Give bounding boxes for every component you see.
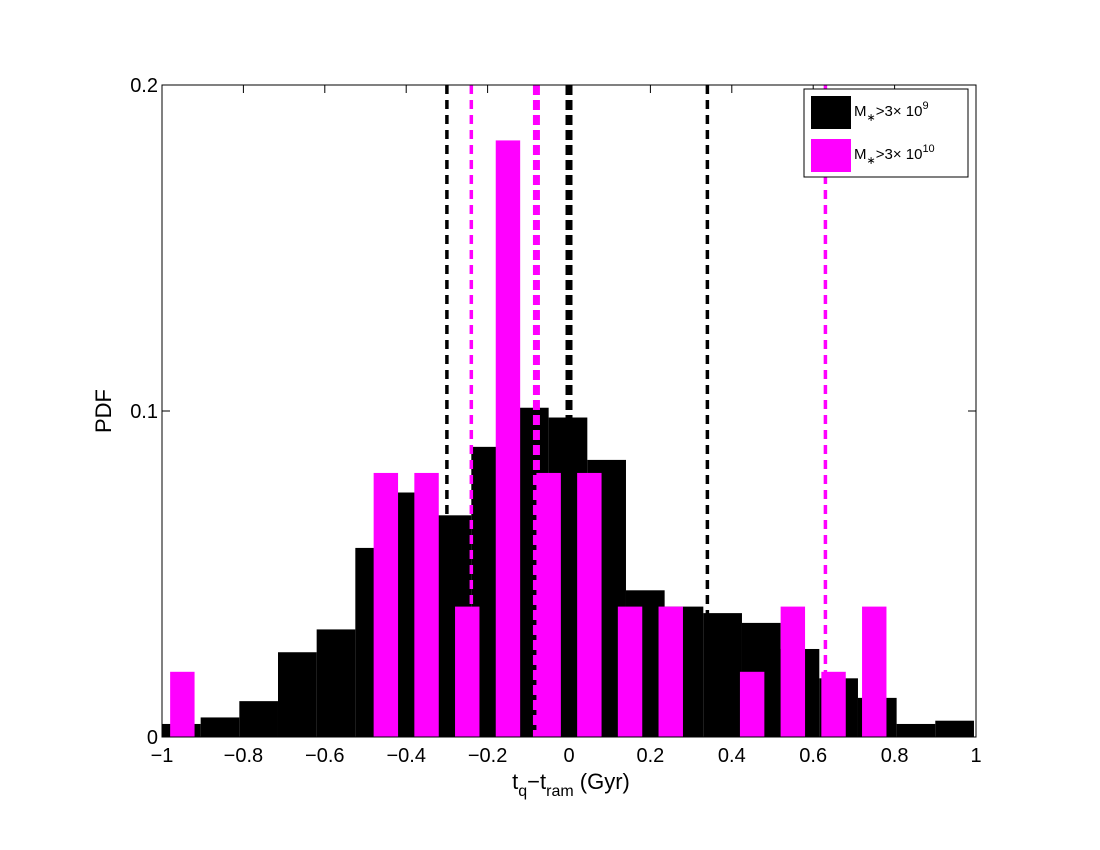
x-tick-label-1: −0.8 <box>224 745 263 767</box>
x-tick-label-7: 0.4 <box>718 745 746 767</box>
x-tick-label-8: 0.6 <box>799 745 827 767</box>
magenta-bar-7 <box>617 606 643 737</box>
magenta-bar-4 <box>495 140 521 738</box>
magenta-bar-10 <box>780 606 806 737</box>
x-tick-label-0: −1 <box>151 745 174 767</box>
magenta-bar-2 <box>414 472 439 737</box>
magenta-bar-9 <box>739 671 765 737</box>
series-magenta-bars <box>170 140 887 738</box>
magenta-bar-5 <box>536 472 561 737</box>
x-tick-label-6: 0.2 <box>636 745 664 767</box>
black-bar-19 <box>896 723 936 737</box>
y-tick-label-2: 0.2 <box>130 75 158 97</box>
magenta-bar-1 <box>373 472 399 737</box>
y-tick-label-1: 0.1 <box>130 401 158 423</box>
legend-label-magenta: M∗>3× 1010 <box>854 143 935 167</box>
x-tick-label-3: −0.4 <box>386 745 425 767</box>
magenta-bar-3 <box>455 606 480 737</box>
legend: M∗>3× 109 M∗>3× 1010 <box>803 88 969 178</box>
legend-swatch-black <box>811 96 851 129</box>
magenta-bar-8 <box>658 606 683 737</box>
x-tick-label-2: −0.6 <box>305 745 344 767</box>
legend-label-black: M∗>3× 109 <box>854 100 929 124</box>
black-bar-4 <box>316 629 356 737</box>
magenta-bar-0 <box>170 671 195 737</box>
x-tick-label-10: 1 <box>970 745 981 767</box>
legend-swatch-magenta <box>811 139 851 172</box>
black-bar-14 <box>703 613 742 737</box>
x-tick-label-5: 0 <box>563 745 574 767</box>
black-bar-1 <box>200 717 240 737</box>
black-bar-2 <box>239 701 278 737</box>
y-tick-label-0: 0 <box>147 727 158 749</box>
x-tick-label-9: 0.8 <box>881 745 909 767</box>
x-axis-label: tq−tram (Gyr) <box>512 769 630 800</box>
magenta-bar-6 <box>577 472 602 737</box>
black-bar-20 <box>935 720 974 737</box>
y-axis-label: PDF <box>91 389 116 433</box>
magenta-bar-12 <box>862 606 887 737</box>
black-bar-3 <box>278 652 317 737</box>
axis-tick-labels: −1 −0.8 −0.6 −0.4 −0.2 0 0.2 0.4 0.6 0.8 1 0 0.1 0.2 <box>130 75 981 767</box>
vertical-reference-lines <box>445 85 828 737</box>
x-tick-label-4: −0.2 <box>468 745 507 767</box>
